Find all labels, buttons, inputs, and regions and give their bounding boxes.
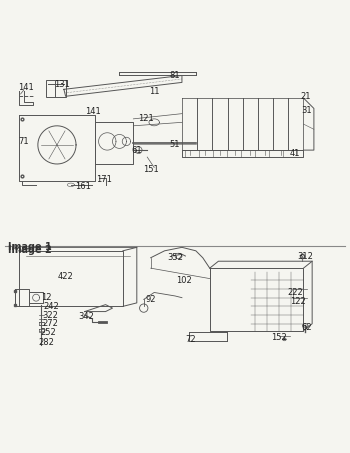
Text: 131: 131 xyxy=(54,80,70,89)
Text: 11: 11 xyxy=(149,87,159,96)
Text: 282: 282 xyxy=(38,338,55,347)
Text: 102: 102 xyxy=(176,276,191,285)
Text: 242: 242 xyxy=(44,302,60,311)
Text: 342: 342 xyxy=(78,312,95,321)
Text: 222: 222 xyxy=(287,288,303,297)
Text: 272: 272 xyxy=(42,319,58,328)
Text: 41: 41 xyxy=(289,149,300,158)
Text: 72: 72 xyxy=(185,335,196,344)
Text: 31: 31 xyxy=(302,106,312,115)
Text: 21: 21 xyxy=(300,92,310,101)
Text: 12: 12 xyxy=(41,293,52,302)
Text: 61: 61 xyxy=(132,145,142,154)
Text: 92: 92 xyxy=(146,295,156,304)
Text: 422: 422 xyxy=(58,272,74,281)
Text: 121: 121 xyxy=(138,114,153,123)
Text: 352: 352 xyxy=(167,253,183,262)
Text: 152: 152 xyxy=(271,333,287,342)
Text: 322: 322 xyxy=(42,311,58,319)
Text: 62: 62 xyxy=(302,323,312,332)
Text: 71: 71 xyxy=(19,137,29,146)
Text: 81: 81 xyxy=(170,71,180,80)
Text: 141: 141 xyxy=(18,83,34,92)
Text: 141: 141 xyxy=(85,107,101,116)
Text: Image 1: Image 1 xyxy=(8,242,52,252)
Text: 122: 122 xyxy=(290,297,306,306)
Text: 171: 171 xyxy=(96,175,112,184)
Text: 151: 151 xyxy=(143,165,159,173)
Text: Image 2: Image 2 xyxy=(8,245,52,255)
Text: 51: 51 xyxy=(170,140,180,149)
Text: 252: 252 xyxy=(40,328,56,337)
Text: 161: 161 xyxy=(75,182,91,191)
Text: 312: 312 xyxy=(297,251,313,260)
